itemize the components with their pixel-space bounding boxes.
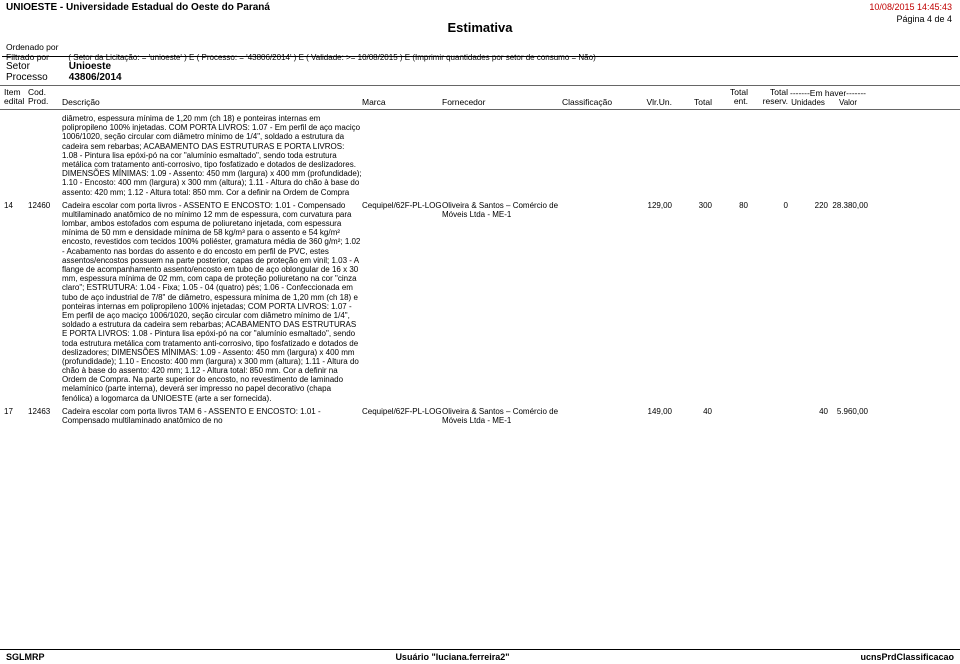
cell-haver-val: 5.960,00 [828, 407, 868, 416]
cell-totent: 80 [712, 201, 748, 403]
cell-fornecedor: Oliveira & Santos – Comércio de Móveis L… [442, 407, 562, 425]
cell-fornecedor: Oliveira & Santos – Comércio de Móveis L… [442, 201, 562, 403]
filter-block: Ordenado por Filtrado por ( Setor da Lic… [6, 42, 596, 63]
col-totreserv: Totalreserv. [748, 88, 788, 107]
cell-haver-val: 28.380,00 [828, 201, 868, 210]
filter-text: ( Setor da Licitação: = 'unioeste' ) E (… [68, 53, 595, 63]
table-row: 14 12460 Cadeira escolar com porta livro… [0, 199, 960, 405]
cell-marca: Cequipel/62F-PL-LOG [362, 201, 442, 403]
cell-desc: Cadeira escolar com porta livros - ASSEN… [62, 201, 362, 403]
table-body: diâmetro, espessura mínima de 1,20 mm (c… [0, 110, 960, 427]
col-vlrun: Vlr.Un. [632, 97, 672, 107]
cell-vlrun: 149,00 [632, 407, 672, 425]
cell-marca: Cequipel/62F-PL-LOG [362, 407, 442, 425]
cell-item: 17 [4, 407, 28, 425]
cell-haver-un: 40 [788, 407, 828, 416]
table-row: diâmetro, espessura mínima de 1,20 mm (c… [0, 112, 960, 199]
col-total: Total [672, 97, 712, 107]
ordenado-label: Ordenado por [6, 42, 66, 52]
table-row: 17 12463 Cadeira escolar com porta livro… [0, 405, 960, 427]
col-classificacao: Classificação [562, 97, 632, 107]
cell-cod: 12463 [28, 407, 62, 425]
processo-value: 43806/2014 [69, 72, 122, 83]
column-headers: Itemedital Cod.Prod. Descrição Marca For… [0, 85, 960, 110]
footer-center: Usuário "luciana.ferreira2" [395, 652, 509, 662]
footer-left: SGLMRP [6, 652, 45, 662]
cell-total: 40 [672, 407, 712, 425]
col-cod: Cod.Prod. [28, 88, 62, 107]
col-descricao: Descrição [62, 97, 362, 107]
report-header: UNIOESTE - Universidade Estadual do Oest… [0, 0, 960, 56]
cell-haver-un: 220 [788, 201, 828, 210]
cell-totreserv [748, 407, 788, 425]
page-info: Página 4 de 4 [896, 14, 952, 24]
col-valor: Valor [828, 98, 868, 107]
org-title: UNIOESTE - Universidade Estadual do Oest… [6, 2, 270, 13]
col-totent: Totalent. [712, 88, 748, 107]
timestamp: 10/08/2015 14:45:43 [869, 2, 952, 12]
col-unidades: Unidades [788, 98, 828, 107]
desc-continuation: diâmetro, espessura mínima de 1,20 mm (c… [62, 114, 362, 197]
footer-right: ucnsPrdClassificacao [860, 652, 954, 662]
processo-label: Processo [6, 72, 66, 83]
filtrado-label: Filtrado por [6, 52, 66, 62]
report-footer: SGLMRP Usuário "luciana.ferreira2" ucnsP… [0, 649, 960, 664]
cell-item: 14 [4, 201, 28, 403]
report-title: Estimativa [447, 20, 512, 35]
cell-totreserv: 0 [748, 201, 788, 403]
cell-vlrun: 129,00 [632, 201, 672, 403]
col-emhaver: -------Em haver------- Unidades Valor [788, 88, 868, 107]
cell-totent [712, 407, 748, 425]
col-marca: Marca [362, 97, 442, 107]
cell-desc: Cadeira escolar com porta livros TAM 6 -… [62, 407, 362, 425]
col-fornecedor: Fornecedor [442, 97, 562, 107]
col-item: Itemedital [4, 88, 28, 107]
cell-cod: 12460 [28, 201, 62, 403]
cell-total: 300 [672, 201, 712, 403]
